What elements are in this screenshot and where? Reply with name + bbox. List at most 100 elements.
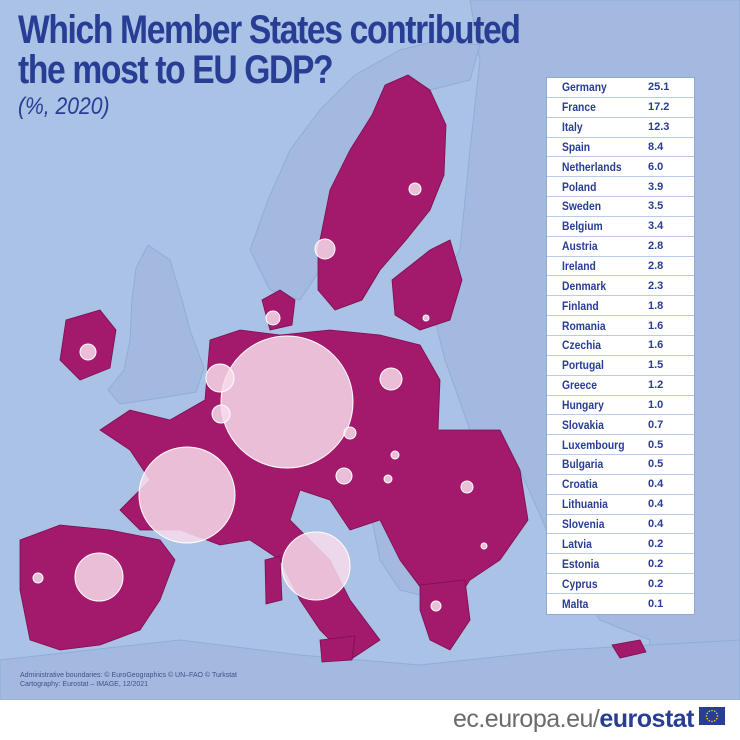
table-row: Austria 2.8 bbox=[547, 237, 694, 257]
flag-star bbox=[708, 710, 711, 713]
bubble-slovakia bbox=[390, 450, 400, 460]
country-name: Sweden bbox=[562, 199, 602, 214]
gdp-share-value: 2.8 bbox=[648, 240, 664, 253]
table-row: Croatia 0.4 bbox=[547, 475, 694, 495]
gdp-share-table: Germany 25.1 France 17.2 Italy 12.3 Spain 8.4 Ne… bbox=[546, 77, 695, 615]
gdp-share-value: 0.4 bbox=[648, 498, 664, 511]
gdp-share-value: 0.5 bbox=[648, 458, 664, 471]
table-row: Netherlands 6.0 bbox=[547, 157, 694, 178]
bubble-belgium bbox=[211, 404, 231, 424]
gdp-share-value: 17.2 bbox=[648, 101, 670, 114]
table-row: Malta 0.1 bbox=[547, 594, 694, 614]
table-row: Luxembourg 0.5 bbox=[547, 435, 694, 456]
region-cyprus bbox=[611, 639, 647, 659]
country-name: Spain bbox=[562, 139, 591, 154]
country-name: Cyprus bbox=[562, 576, 598, 591]
table-row: Italy 12.3 bbox=[547, 118, 694, 138]
country-name: Lithuania bbox=[562, 497, 608, 512]
country-name: Bulgaria bbox=[562, 457, 604, 472]
table-row: Latvia 0.2 bbox=[547, 534, 694, 555]
gdp-share-value: 1.0 bbox=[648, 398, 664, 411]
non-member-land-britain bbox=[107, 244, 205, 405]
table-row: Hungary 1.0 bbox=[547, 396, 694, 416]
flag-star bbox=[708, 719, 711, 722]
flag-star bbox=[716, 715, 719, 717]
bubble-bulgaria bbox=[480, 542, 488, 550]
credits-boundaries: Administrative boundaries: © EuroGeograp… bbox=[20, 672, 238, 679]
footer-domain: ec.europa.eu/ bbox=[452, 705, 600, 733]
bubble-ireland bbox=[79, 343, 97, 361]
country-name: Italy bbox=[562, 120, 583, 135]
table-row: Estonia 0.2 bbox=[547, 554, 694, 575]
region-scandinavia bbox=[317, 74, 447, 311]
table-row: Slovakia 0.7 bbox=[547, 415, 694, 436]
region-sardinia bbox=[264, 555, 283, 605]
bubble-lithuania bbox=[422, 314, 430, 322]
gdp-share-value: 8.4 bbox=[648, 140, 664, 153]
bubble-spain bbox=[74, 552, 124, 602]
flag-star bbox=[715, 712, 718, 715]
eu-flag-icon bbox=[699, 707, 725, 725]
country-name: Slovenia bbox=[562, 516, 605, 531]
bubble-czechia bbox=[343, 426, 357, 440]
country-name: Estonia bbox=[562, 556, 600, 571]
gdp-bubbles bbox=[32, 182, 488, 612]
country-name: Hungary bbox=[562, 397, 604, 412]
flag-star bbox=[706, 712, 709, 715]
map-title-line1: Which Member States contributed bbox=[18, 8, 521, 52]
table-row: Ireland 2.8 bbox=[547, 257, 694, 277]
gdp-share-value: 0.1 bbox=[648, 597, 664, 610]
gdp-share-value: 0.4 bbox=[648, 517, 664, 530]
bubble-hungary bbox=[383, 474, 393, 484]
table-row: Cyprus 0.2 bbox=[547, 574, 694, 594]
gdp-share-value: 25.1 bbox=[648, 81, 670, 94]
gdp-share-value: 1.2 bbox=[648, 379, 664, 392]
gdp-share-value: 1.6 bbox=[648, 319, 664, 332]
table-row: Lithuania 0.4 bbox=[547, 495, 694, 515]
bubble-sweden bbox=[314, 238, 336, 260]
region-central-europe bbox=[99, 329, 529, 661]
map-subtitle: (%, 2020) bbox=[18, 93, 110, 120]
bubble-poland bbox=[379, 367, 403, 391]
gdp-share-value: 1.5 bbox=[648, 359, 664, 372]
title-block: Which Member States contributed the most… bbox=[18, 10, 558, 121]
flag-star bbox=[705, 715, 708, 717]
country-name: Finland bbox=[562, 298, 599, 313]
flag-star bbox=[713, 710, 716, 713]
country-name: Slovakia bbox=[562, 417, 604, 432]
region-baltics bbox=[391, 239, 463, 331]
non-member-land-norway bbox=[249, 39, 481, 301]
flag-star bbox=[715, 717, 718, 720]
table-row: Germany 25.1 bbox=[547, 78, 694, 98]
country-name: Romania bbox=[562, 318, 606, 333]
country-name: Poland bbox=[562, 179, 597, 194]
table-row: Czechia 1.6 bbox=[547, 336, 694, 356]
bubble-finland bbox=[408, 182, 422, 196]
gdp-share-value: 2.8 bbox=[648, 260, 664, 273]
flag-star bbox=[711, 720, 713, 723]
table-row: Portugal 1.5 bbox=[547, 356, 694, 376]
bubble-netherlands bbox=[205, 363, 235, 393]
country-name: Greece bbox=[562, 378, 598, 393]
country-name: Croatia bbox=[562, 477, 598, 492]
bubble-italy bbox=[281, 531, 351, 601]
gdp-share-value: 6.0 bbox=[648, 160, 664, 173]
footer-url[interactable]: ec.europa.eu/eurostat bbox=[452, 705, 695, 734]
gdp-share-value: 0.5 bbox=[648, 438, 664, 451]
table-row: France 17.2 bbox=[547, 98, 694, 118]
country-name: Germany bbox=[562, 80, 607, 95]
country-name: Latvia bbox=[562, 536, 592, 551]
bubble-france bbox=[138, 446, 236, 544]
gdp-share-value: 12.3 bbox=[648, 121, 670, 134]
country-name: Austria bbox=[562, 239, 598, 254]
gdp-share-value: 3.9 bbox=[648, 180, 664, 193]
country-name: Portugal bbox=[562, 358, 604, 373]
flag-star bbox=[706, 717, 709, 720]
bubble-romania bbox=[460, 480, 474, 494]
table-row: Belgium 3.4 bbox=[547, 217, 694, 237]
flag-star bbox=[713, 719, 716, 722]
footer: ec.europa.eu/eurostat bbox=[0, 700, 740, 740]
bubble-portugal bbox=[32, 572, 44, 584]
gdp-share-value: 3.4 bbox=[648, 220, 664, 233]
gdp-share-value: 3.5 bbox=[648, 200, 664, 213]
